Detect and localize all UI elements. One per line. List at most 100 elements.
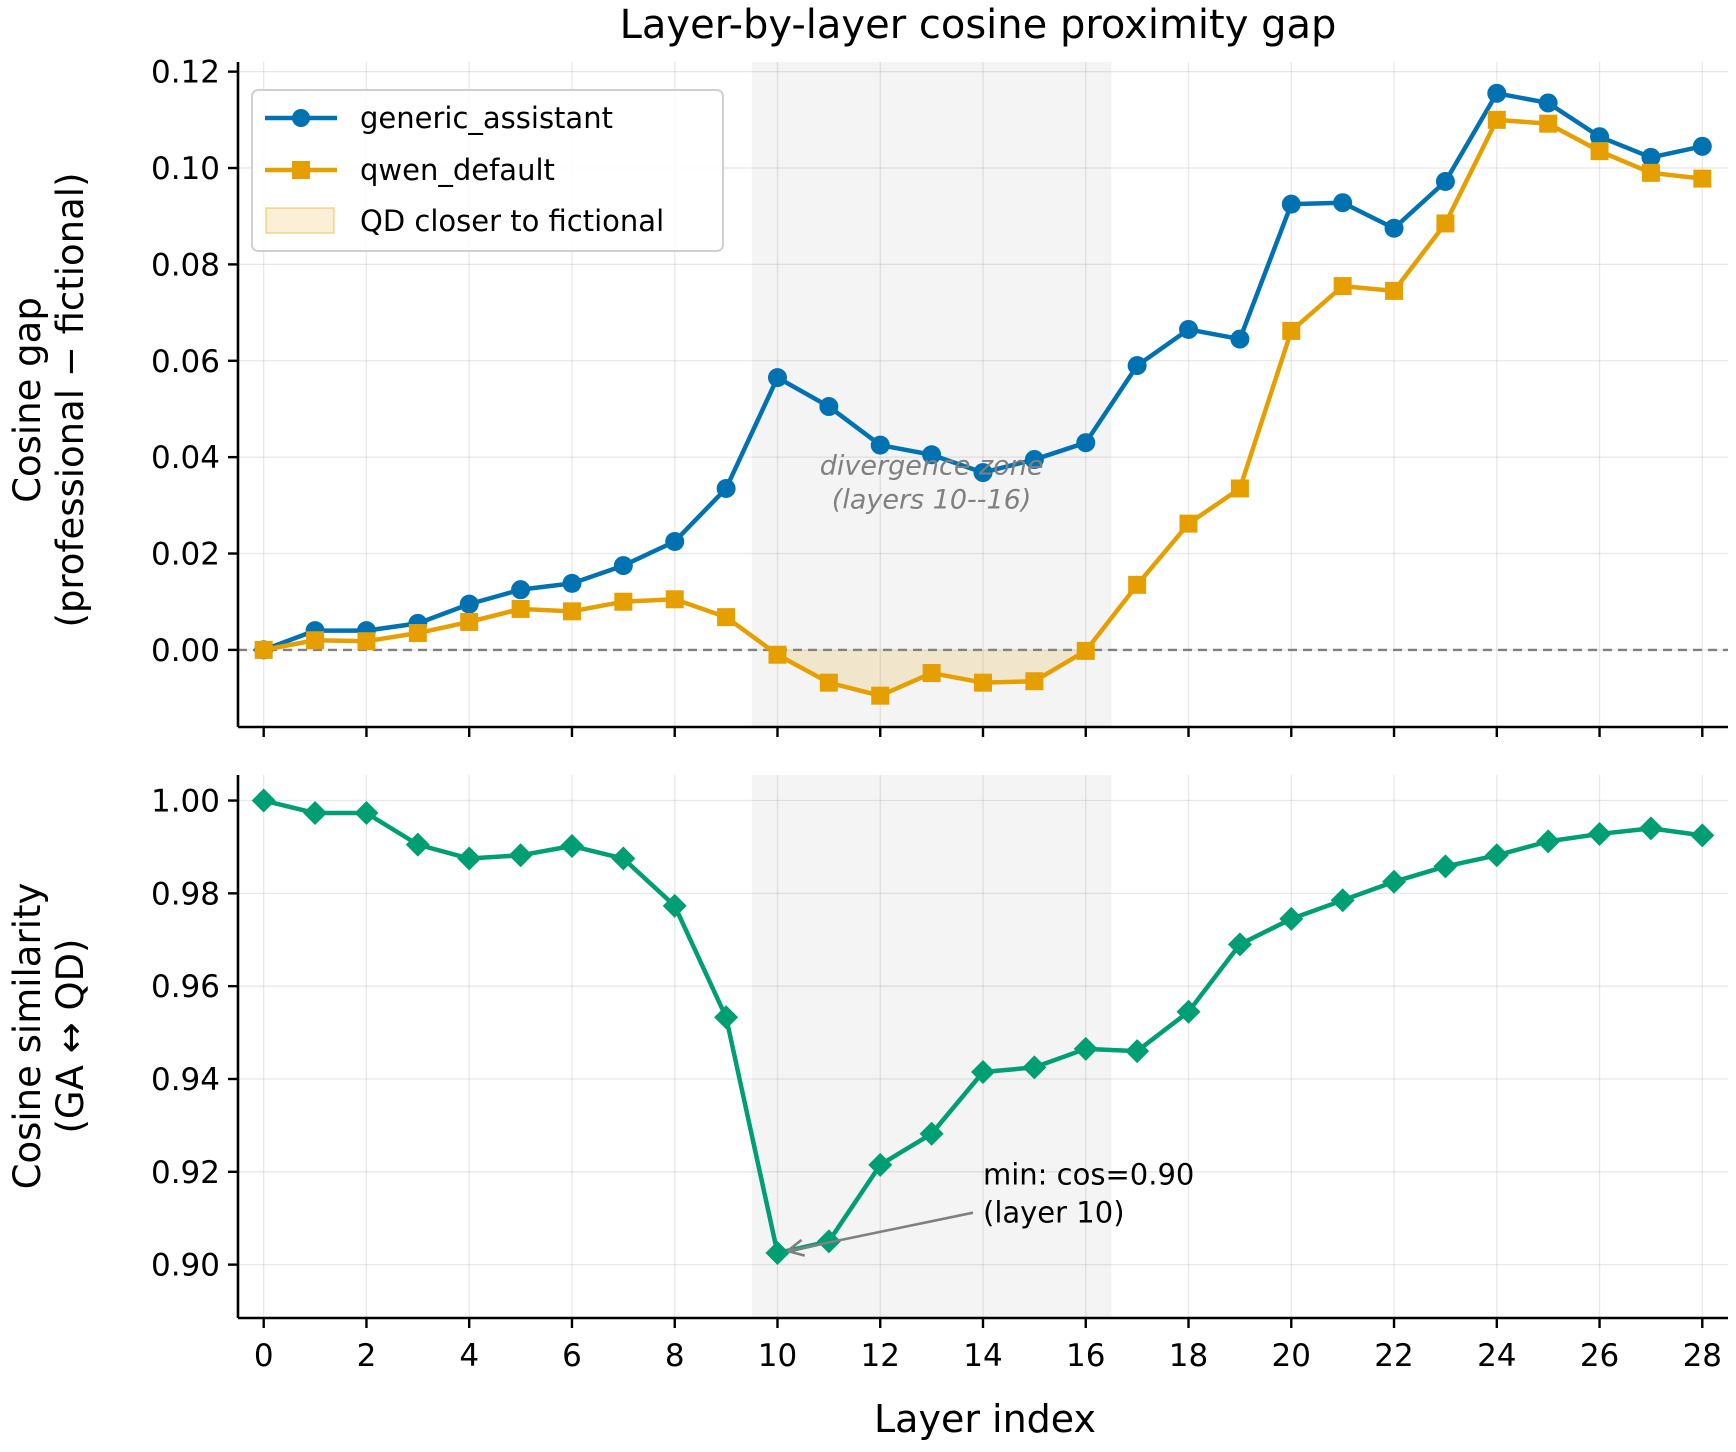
x-tick-label: 22 <box>1374 1338 1413 1374</box>
point-generic-assistant <box>1333 193 1353 213</box>
x-tick-label: 10 <box>758 1338 797 1374</box>
divergence-zone-label: divergence zone <box>820 450 1044 481</box>
x-tick-label: 8 <box>665 1338 685 1374</box>
point-cosine-similarity <box>1638 816 1663 841</box>
point-qwen-default <box>1282 321 1301 340</box>
legend-item-qwen-default: qwen_default <box>265 153 555 187</box>
y-tick-label: 0.00 <box>151 633 220 669</box>
point-generic-assistant <box>716 478 736 498</box>
point-generic-assistant <box>767 368 787 388</box>
top-panel: divergence zone (layers 10--16) 0.00 0.02… <box>6 55 1728 737</box>
point-qwen-default <box>768 645 787 664</box>
point-cosine-similarity <box>1022 1055 1047 1080</box>
legend-square-marker <box>292 161 310 179</box>
point-qwen-default <box>1641 163 1660 182</box>
point-cosine-similarity <box>1587 821 1612 846</box>
point-qwen-default <box>1128 575 1147 594</box>
point-qwen-default <box>819 673 838 692</box>
point-qwen-default <box>717 608 736 627</box>
x-tick-label: 26 <box>1580 1338 1619 1374</box>
point-generic-assistant <box>1538 93 1558 113</box>
legend-label-generic-assistant: generic_assistant <box>360 101 613 135</box>
y-tick-label: 0.98 <box>151 876 220 912</box>
x-tick-label: 24 <box>1477 1338 1516 1374</box>
y-tick-label: 0.12 <box>151 55 220 91</box>
point-qwen-default <box>974 673 992 692</box>
bottom-panel: min: cos=0.90 (layer 10) 0.90 0.92 0.94 0.9… <box>6 775 1728 1441</box>
point-generic-assistant <box>665 531 685 551</box>
point-cosine-similarity <box>1484 843 1509 868</box>
point-generic-assistant <box>1384 218 1404 238</box>
y-tick-label: 0.94 <box>151 1062 220 1098</box>
y-tick-label: 0.92 <box>151 1155 220 1191</box>
point-qwen-default <box>871 686 890 705</box>
x-tick-label: 28 <box>1683 1338 1722 1374</box>
bottom-shaded-span <box>751 775 1112 1318</box>
point-qwen-default <box>1179 514 1198 533</box>
legend-item-qd-closer: QD closer to fictional <box>265 204 664 238</box>
min-annotation-label: min: cos=0.90 <box>983 1158 1194 1192</box>
point-generic-assistant <box>562 573 582 593</box>
bottom-series <box>251 788 1715 1266</box>
point-cosine-similarity <box>662 893 687 918</box>
x-tick-label: 12 <box>861 1338 900 1374</box>
point-cosine-similarity <box>1073 1036 1098 1061</box>
min-annotation-sublabel: (layer 10) <box>983 1196 1125 1230</box>
point-cosine-similarity <box>1227 932 1252 957</box>
point-cosine-similarity <box>1125 1039 1150 1064</box>
x-tick-label: 14 <box>963 1338 1002 1374</box>
point-cosine-similarity <box>611 846 636 871</box>
x-tick-label: 16 <box>1066 1338 1105 1374</box>
point-generic-assistant <box>1230 329 1250 349</box>
legend-frame <box>251 89 724 252</box>
bottom-axes: 0.900.920.940.960.981.000 2 4 6 8 10 12 14 16 18 2… <box>151 775 1728 1374</box>
top-ylabel-line1: Cosine gap <box>6 297 49 503</box>
point-cosine-similarity <box>1433 854 1458 879</box>
point-cosine-similarity <box>765 1241 790 1266</box>
y-tick-label: 0.96 <box>151 969 220 1005</box>
point-qwen-default <box>357 632 376 651</box>
point-qwen-default <box>1539 114 1558 133</box>
point-generic-assistant <box>1024 450 1044 470</box>
point-generic-assistant <box>1076 433 1096 453</box>
point-qwen-default <box>1590 142 1609 161</box>
point-qwen-default <box>1333 277 1352 296</box>
x-tick-label: 2 <box>357 1338 377 1374</box>
point-cosine-similarity <box>405 832 430 857</box>
legend-label-qd-closer: QD closer to fictional <box>360 204 664 238</box>
point-generic-assistant <box>1281 194 1301 214</box>
point-generic-assistant <box>1127 356 1147 376</box>
point-qwen-default <box>254 640 273 659</box>
point-qwen-default <box>408 624 427 643</box>
bottom-ylabel-line2: (GA ↔ QD) <box>49 939 92 1134</box>
point-qwen-default <box>665 590 684 609</box>
point-cosine-similarity <box>1279 906 1304 931</box>
point-qwen-default <box>306 631 325 650</box>
x-tick-label: 0 <box>254 1338 274 1374</box>
point-qwen-default <box>1487 110 1506 129</box>
point-cosine-similarity <box>508 843 533 868</box>
point-generic-assistant <box>1641 147 1661 167</box>
point-qwen-default <box>460 612 479 631</box>
x-tick-label: 4 <box>459 1338 479 1374</box>
point-generic-assistant <box>1692 136 1712 156</box>
legend-fill-swatch <box>265 207 335 234</box>
y-tick-label: 0.08 <box>151 247 220 283</box>
x-axis-label: Layer index <box>874 1397 1096 1441</box>
point-qwen-default <box>1076 641 1095 660</box>
y-tick-label: 0.10 <box>151 151 220 187</box>
point-qwen-default <box>1436 214 1455 233</box>
top-series <box>254 83 1712 705</box>
point-generic-assistant <box>973 463 993 483</box>
point-qwen-default <box>1230 479 1249 498</box>
point-generic-assistant <box>1435 172 1455 192</box>
point-cosine-similarity <box>559 834 584 859</box>
point-qwen-default <box>614 592 633 611</box>
legend: generic_assistant qwen_default QD closer… <box>251 89 724 252</box>
point-cosine-similarity <box>971 1060 995 1085</box>
point-cosine-similarity <box>1176 999 1201 1024</box>
point-generic-assistant <box>1179 319 1199 339</box>
point-cosine-similarity <box>354 801 379 826</box>
point-cosine-similarity <box>714 1005 739 1030</box>
